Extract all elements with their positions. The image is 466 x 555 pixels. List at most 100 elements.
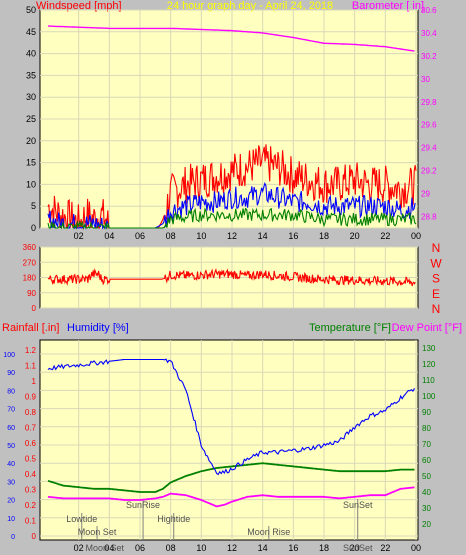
barometer-axis-label: Barometer [ in]: [352, 0, 424, 12]
x-tick-label: 08: [166, 231, 176, 241]
direction-tick-label: 180: [23, 274, 37, 283]
x-tick-label: 16: [288, 543, 298, 553]
rain-tick-label: 0.2: [25, 501, 37, 510]
temperature-tick-label: 30: [422, 504, 431, 513]
humidity-tick-label: 50: [7, 443, 15, 450]
x-tick-label: 08: [166, 543, 176, 553]
humidity-line: [47, 358, 415, 476]
event-label: SunSet: [343, 543, 373, 553]
event-label: Lowtide: [66, 514, 97, 524]
x-tick-label: 18: [319, 231, 329, 241]
rain-tick-label: 0.9: [25, 393, 37, 402]
x-tick-label: 04: [104, 231, 114, 241]
event-label: Hightide: [157, 514, 190, 524]
baro-tick-label: 29.6: [421, 121, 437, 130]
baro-tick-label: 29: [421, 190, 430, 199]
rain-tick-label: 0.3: [25, 486, 37, 495]
compass-label: N: [432, 302, 441, 316]
humidity-axis-label: Humidity [%]: [67, 322, 129, 334]
rain-tick-label: 0.4: [25, 470, 37, 479]
x-tick-label: 18: [319, 543, 329, 553]
temperature-tick-label: 110: [422, 376, 435, 385]
humidity-tick-label: 100: [3, 352, 15, 359]
wind-low-line: [47, 207, 417, 230]
x-tick-label: 10: [196, 231, 206, 241]
humidity-tick-label: 40: [7, 461, 15, 468]
y-tick-label: 20: [26, 136, 36, 146]
x-tick-label: 14: [258, 231, 268, 241]
event-label: SunRise: [126, 500, 160, 510]
x-tick-label: 04: [104, 543, 114, 553]
event-label: SunSet: [343, 500, 373, 510]
y-tick-label: 15: [26, 158, 36, 168]
windspeed-axis-label: Windspeed [mph]: [36, 0, 122, 12]
temperature-tick-label: 80: [422, 424, 431, 433]
x-tick-label: 22: [380, 543, 390, 553]
baro-tick-label: 29.2: [421, 167, 437, 176]
compass-label: W: [430, 256, 442, 270]
compass-label: S: [432, 272, 440, 286]
y-tick-label: 50: [26, 5, 36, 15]
rainfall-axis-label: Rainfall [.in]: [2, 322, 59, 334]
x-tick-label: 20: [350, 543, 360, 553]
x-tick-label: 12: [227, 543, 237, 553]
event-label: Moon Rise: [247, 527, 290, 537]
y-tick-label: 0: [31, 223, 36, 233]
temperature-tick-label: 40: [422, 488, 431, 497]
temperature-tick-label: 130: [422, 344, 436, 353]
x-tick-label: 20: [350, 231, 360, 241]
temperature-tick-label: 60: [422, 456, 431, 465]
chart-title: 24 hour graph day - April 24, 2018: [167, 0, 333, 12]
rain-tick-label: 0.7: [25, 424, 37, 433]
y-tick-label: 40: [26, 49, 36, 59]
y-tick-label: 35: [26, 70, 36, 80]
humidity-tick-label: 10: [7, 516, 15, 523]
x-tick-label: 10: [196, 543, 206, 553]
temperature-tick-label: 50: [422, 472, 431, 481]
chart-layer: 0510152025303540455028.82929.229.429.629…: [3, 5, 442, 553]
humidity-tick-label: 90: [7, 370, 15, 377]
humidity-tick-label: 70: [7, 407, 15, 414]
temperature-tick-label: 90: [422, 408, 431, 417]
direction-tick-label: 360: [23, 243, 37, 252]
y-tick-label: 45: [26, 27, 36, 37]
rain-tick-label: 1.2: [25, 346, 37, 355]
direction-tick-label: 270: [23, 258, 37, 267]
x-tick-label: 22: [380, 231, 390, 241]
temperature-tick-label: 70: [422, 440, 431, 449]
event-label: Moon Set: [85, 543, 124, 553]
temperature-tick-label: 100: [422, 392, 436, 401]
baro-tick-label: 29.8: [421, 98, 437, 107]
rain-tick-label: 0.1: [25, 517, 37, 526]
humidity-tick-label: 20: [7, 498, 15, 505]
x-tick-label: 06: [135, 231, 145, 241]
rain-tick-label: 0.8: [25, 408, 37, 417]
x-tick-label: 12: [227, 231, 237, 241]
baro-tick-label: 30.2: [421, 52, 437, 61]
x-tick-label: 06: [135, 543, 145, 553]
humidity-tick-label: 30: [7, 479, 15, 486]
y-tick-label: 10: [26, 179, 36, 189]
temperature-tick-label: 120: [422, 360, 436, 369]
rain-tick-label: 0: [32, 532, 37, 541]
y-tick-label: 30: [26, 92, 36, 102]
temperature-axis-label: Temperature [°F]: [309, 322, 391, 334]
dewpoint-axis-label: Dew Point [°F]: [392, 322, 462, 334]
direction-tick-label: 90: [27, 289, 36, 298]
y-tick-label: 25: [26, 114, 36, 124]
direction-tick-label: 0: [32, 304, 37, 313]
x-tick-label: 16: [288, 231, 298, 241]
rain-tick-label: 1.1: [25, 362, 37, 371]
x-tick-label: 02: [74, 543, 84, 553]
barometer-line: [48, 25, 415, 52]
x-tick-label: 02: [74, 231, 84, 241]
rain-tick-label: 0.6: [25, 439, 37, 448]
humidity-tick-label: 60: [7, 425, 15, 432]
y-tick-label: 5: [31, 201, 36, 211]
climate-plot-area: [39, 339, 419, 541]
baro-tick-label: 29.4: [421, 144, 437, 153]
temperature-line: [47, 462, 415, 493]
rain-tick-label: 1: [32, 377, 37, 386]
